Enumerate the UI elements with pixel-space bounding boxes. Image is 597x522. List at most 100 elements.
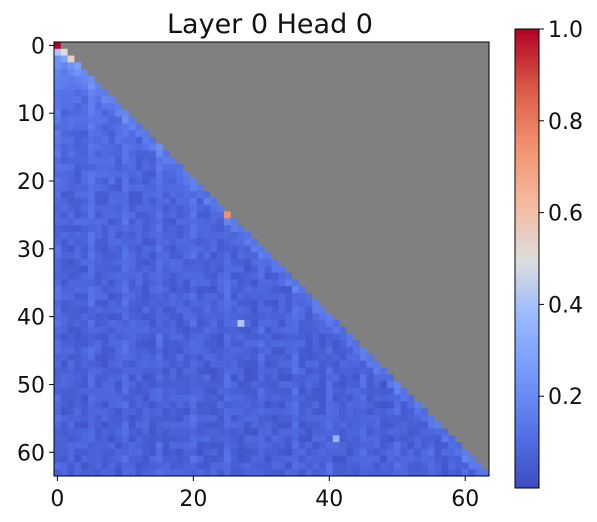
heatmap-cell <box>189 279 198 287</box>
heatmap-cell <box>54 211 62 219</box>
masked-cell <box>414 136 422 145</box>
heatmap-cell <box>278 442 286 450</box>
heatmap-cell <box>291 313 300 321</box>
masked-cell <box>441 191 449 199</box>
masked-cell <box>325 143 334 151</box>
heatmap-cell <box>115 394 123 402</box>
heatmap-cell <box>264 353 272 362</box>
masked-cell <box>427 265 436 273</box>
heatmap-cell <box>115 191 123 199</box>
masked-cell <box>359 157 368 165</box>
heatmap-cell <box>87 421 96 429</box>
masked-cell <box>475 292 483 301</box>
heatmap-cell <box>223 326 232 334</box>
heatmap-cell <box>74 252 82 260</box>
masked-cell <box>482 170 490 179</box>
masked-cell <box>353 170 361 179</box>
masked-cell <box>400 96 408 104</box>
heatmap-cell <box>176 286 184 294</box>
masked-cell <box>155 136 164 145</box>
heatmap-cell <box>87 231 96 240</box>
heatmap-cell <box>393 401 402 409</box>
heatmap-cell <box>101 333 109 341</box>
masked-cell <box>482 448 490 457</box>
masked-cell <box>359 231 368 240</box>
colorbar-segment <box>515 445 539 451</box>
heatmap-cell <box>183 272 191 280</box>
masked-cell <box>332 177 340 185</box>
masked-cell <box>162 116 170 124</box>
masked-cell <box>278 96 286 104</box>
masked-cell <box>455 306 463 314</box>
masked-cell <box>257 238 266 246</box>
heatmap-cell <box>189 435 198 443</box>
masked-cell <box>305 197 313 206</box>
masked-cell <box>468 320 476 328</box>
masked-cell <box>427 387 436 396</box>
masked-cell <box>244 109 252 117</box>
masked-cell <box>441 238 449 246</box>
masked-cell <box>339 197 347 206</box>
heatmap-cell <box>101 381 109 389</box>
heatmap-cell <box>149 313 157 321</box>
masked-cell <box>346 204 354 212</box>
heatmap-cell <box>54 360 62 368</box>
heatmap-cell <box>121 157 130 165</box>
heatmap-cell <box>81 136 89 145</box>
masked-cell <box>407 177 415 185</box>
heatmap-cell <box>115 164 123 172</box>
masked-cell <box>101 75 109 84</box>
heatmap-cell <box>251 374 259 382</box>
heatmap-cell <box>94 218 102 226</box>
masked-cell <box>448 231 456 240</box>
masked-cell <box>421 116 429 124</box>
heatmap-cell <box>128 347 136 355</box>
heatmap-cell <box>101 442 109 450</box>
heatmap-cell <box>135 340 143 348</box>
masked-cell <box>380 116 388 124</box>
masked-cell <box>81 55 89 63</box>
masked-cell <box>169 55 177 63</box>
masked-cell <box>339 231 347 240</box>
masked-cell <box>421 292 429 301</box>
heatmap-cell <box>359 448 368 457</box>
masked-cell <box>319 197 327 206</box>
heatmap-cell <box>128 272 136 280</box>
heatmap-cell <box>210 462 218 470</box>
heatmap-cell <box>441 428 449 436</box>
colorbar-segment <box>515 434 539 439</box>
heatmap-cell <box>67 130 75 138</box>
masked-cell <box>298 75 306 84</box>
masked-cell <box>448 292 456 301</box>
heatmap-cell <box>108 374 116 382</box>
heatmap-cell <box>203 326 211 334</box>
masked-cell <box>468 333 476 341</box>
heatmap-cell <box>210 211 218 219</box>
heatmap-cell <box>346 428 354 436</box>
heatmap-cell <box>183 469 191 477</box>
masked-cell <box>455 143 463 151</box>
heatmap-cell <box>305 326 313 334</box>
masked-cell <box>387 89 395 97</box>
heatmap-cell <box>230 326 238 334</box>
masked-cell <box>448 42 456 50</box>
masked-cell <box>312 286 320 294</box>
heatmap-cell <box>189 299 198 307</box>
colorbar-segment <box>515 396 539 401</box>
masked-cell <box>108 62 116 70</box>
masked-cell <box>455 353 463 362</box>
masked-cell <box>461 442 470 450</box>
masked-cell <box>196 103 204 111</box>
masked-cell <box>264 89 272 97</box>
heatmap-cell <box>189 394 198 402</box>
masked-cell <box>332 286 340 294</box>
masked-cell <box>427 245 436 253</box>
masked-cell <box>223 143 232 151</box>
heatmap-cell <box>67 306 75 314</box>
heatmap-cell <box>169 428 177 436</box>
heatmap-cell <box>135 164 143 172</box>
masked-cell <box>414 75 422 84</box>
masked-cell <box>427 136 436 145</box>
masked-cell <box>475 55 483 63</box>
heatmap-cell <box>298 347 306 355</box>
